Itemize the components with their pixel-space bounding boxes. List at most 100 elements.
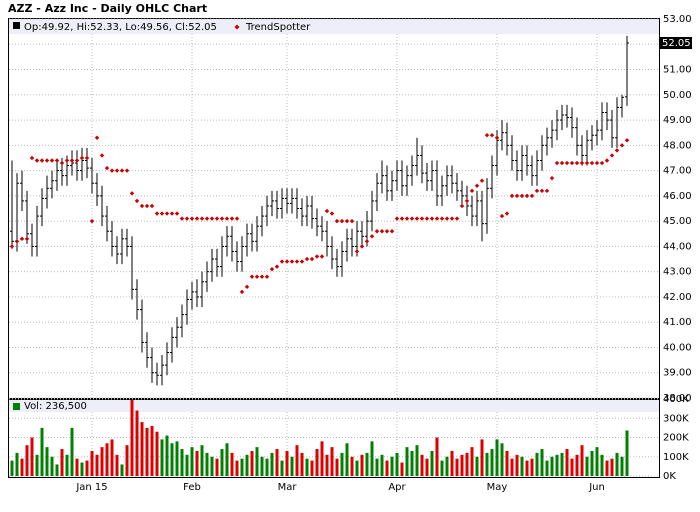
trendspotter-dot	[374, 229, 380, 234]
y-tick-label: 38.00	[663, 393, 692, 404]
trendspotter-dot	[139, 203, 145, 209]
trendspotter-dot	[424, 216, 430, 221]
volume-bar	[305, 458, 309, 476]
y-tick-label: 42.00	[663, 292, 692, 303]
volume-bar	[40, 427, 44, 476]
y-tick-label: 300K	[663, 413, 689, 424]
trendspotter-dot	[584, 160, 590, 166]
volume-bar	[180, 449, 184, 476]
volume-bar	[610, 458, 614, 476]
volume-bar	[605, 460, 609, 476]
trendspotter-dot	[419, 216, 425, 221]
y-tick-label: 46.00	[663, 191, 692, 202]
x-tick-label: Jan 15	[75, 482, 107, 493]
volume-bar	[300, 452, 304, 476]
volume-bar	[75, 458, 79, 476]
volume-bar	[215, 458, 219, 476]
trendspotter-dot	[549, 175, 555, 181]
y-tick-label: 0K	[663, 471, 676, 482]
trendspotter-dot	[179, 216, 185, 221]
trendspotter-dot	[209, 216, 215, 221]
trendspotter-dot	[554, 160, 560, 166]
trendspotter-dot	[104, 165, 110, 171]
y-tick-label: 51.00	[663, 65, 692, 76]
trendspotter-dot	[589, 160, 595, 166]
trendspotter-dot	[134, 198, 140, 204]
volume-bar	[625, 430, 629, 476]
trendspotter-dot	[324, 208, 330, 214]
trendspotter-dot	[14, 239, 20, 244]
volume-bar	[240, 458, 244, 476]
volume-bar	[160, 439, 164, 476]
trendspotter-dot	[594, 160, 600, 166]
volume-bar	[225, 443, 229, 476]
trendspotter-dot	[524, 193, 530, 199]
trendspotter-dot	[259, 274, 265, 279]
trendspotter-dot	[89, 218, 95, 224]
trendspotter-dot	[379, 229, 385, 234]
trendspotter-dot	[44, 158, 50, 163]
volume-bar	[165, 435, 169, 476]
trendspotter-dot	[559, 160, 565, 166]
trendspotter-dot	[59, 160, 65, 166]
volume-bar	[170, 443, 174, 476]
volume-bar	[25, 445, 29, 476]
trendspotter-dot	[319, 254, 325, 259]
trendspotter-dot	[204, 216, 210, 221]
trendspotter-dot	[334, 218, 340, 224]
volume-bar	[595, 447, 599, 476]
volume-bar	[275, 449, 279, 476]
volume-bar	[150, 425, 154, 476]
trendspotter-dot	[544, 188, 550, 194]
volume-bar	[315, 449, 319, 476]
volume-bar	[155, 431, 159, 476]
volume-bar	[265, 458, 269, 476]
volume-bar	[45, 447, 49, 476]
trendspotter-dot	[624, 138, 630, 143]
trendspotter-dot	[349, 218, 355, 224]
volume-bar	[555, 454, 559, 476]
trendspotter-dot	[514, 193, 520, 199]
volume-bar	[130, 399, 134, 476]
legend-swatch	[13, 22, 20, 29]
volume-bar	[430, 450, 434, 476]
trendspotter-dot	[129, 191, 135, 196]
y-tick-label: 45.00	[663, 216, 692, 227]
volume-bar	[405, 447, 409, 476]
volume-bar	[190, 447, 194, 476]
trendspotter-dot	[609, 153, 615, 158]
trendspotter-dot	[49, 158, 55, 163]
volume-bar	[60, 449, 64, 476]
x-tick-label: Apr	[388, 482, 406, 493]
volume-bar	[485, 452, 489, 476]
volume-bar	[30, 437, 34, 476]
trendspotter-dot	[244, 284, 250, 290]
volume-bar	[255, 447, 259, 476]
volume-bar	[125, 445, 129, 476]
trendspotter-dot	[109, 168, 115, 173]
trendspotter-dot	[144, 203, 150, 209]
volume-bar	[290, 456, 294, 476]
volume-bar	[100, 447, 104, 476]
volume-bar	[210, 456, 214, 476]
volume-bar	[65, 454, 69, 476]
trendspotter-dot	[519, 193, 525, 199]
trendspotter-dot	[99, 153, 105, 158]
trendspotter-dot	[454, 216, 460, 221]
trendspotter-dot	[399, 216, 405, 221]
trendspotter-dot	[369, 234, 375, 239]
volume-bar	[525, 460, 529, 476]
trendspotter-dot	[329, 211, 335, 216]
volume-bar	[480, 439, 484, 476]
volume-bar	[80, 462, 84, 476]
y-tick-label: 47.00	[663, 166, 692, 177]
volume-bar	[570, 458, 574, 476]
trendspotter-dot	[289, 259, 295, 264]
y-tick-label: 49.00	[663, 115, 692, 126]
y-tick-label: 41.00	[663, 317, 692, 328]
trendspotter-dot	[284, 259, 290, 264]
volume-bar	[185, 454, 189, 476]
volume-bar	[235, 460, 239, 476]
x-tick-label: Jun	[588, 482, 605, 493]
